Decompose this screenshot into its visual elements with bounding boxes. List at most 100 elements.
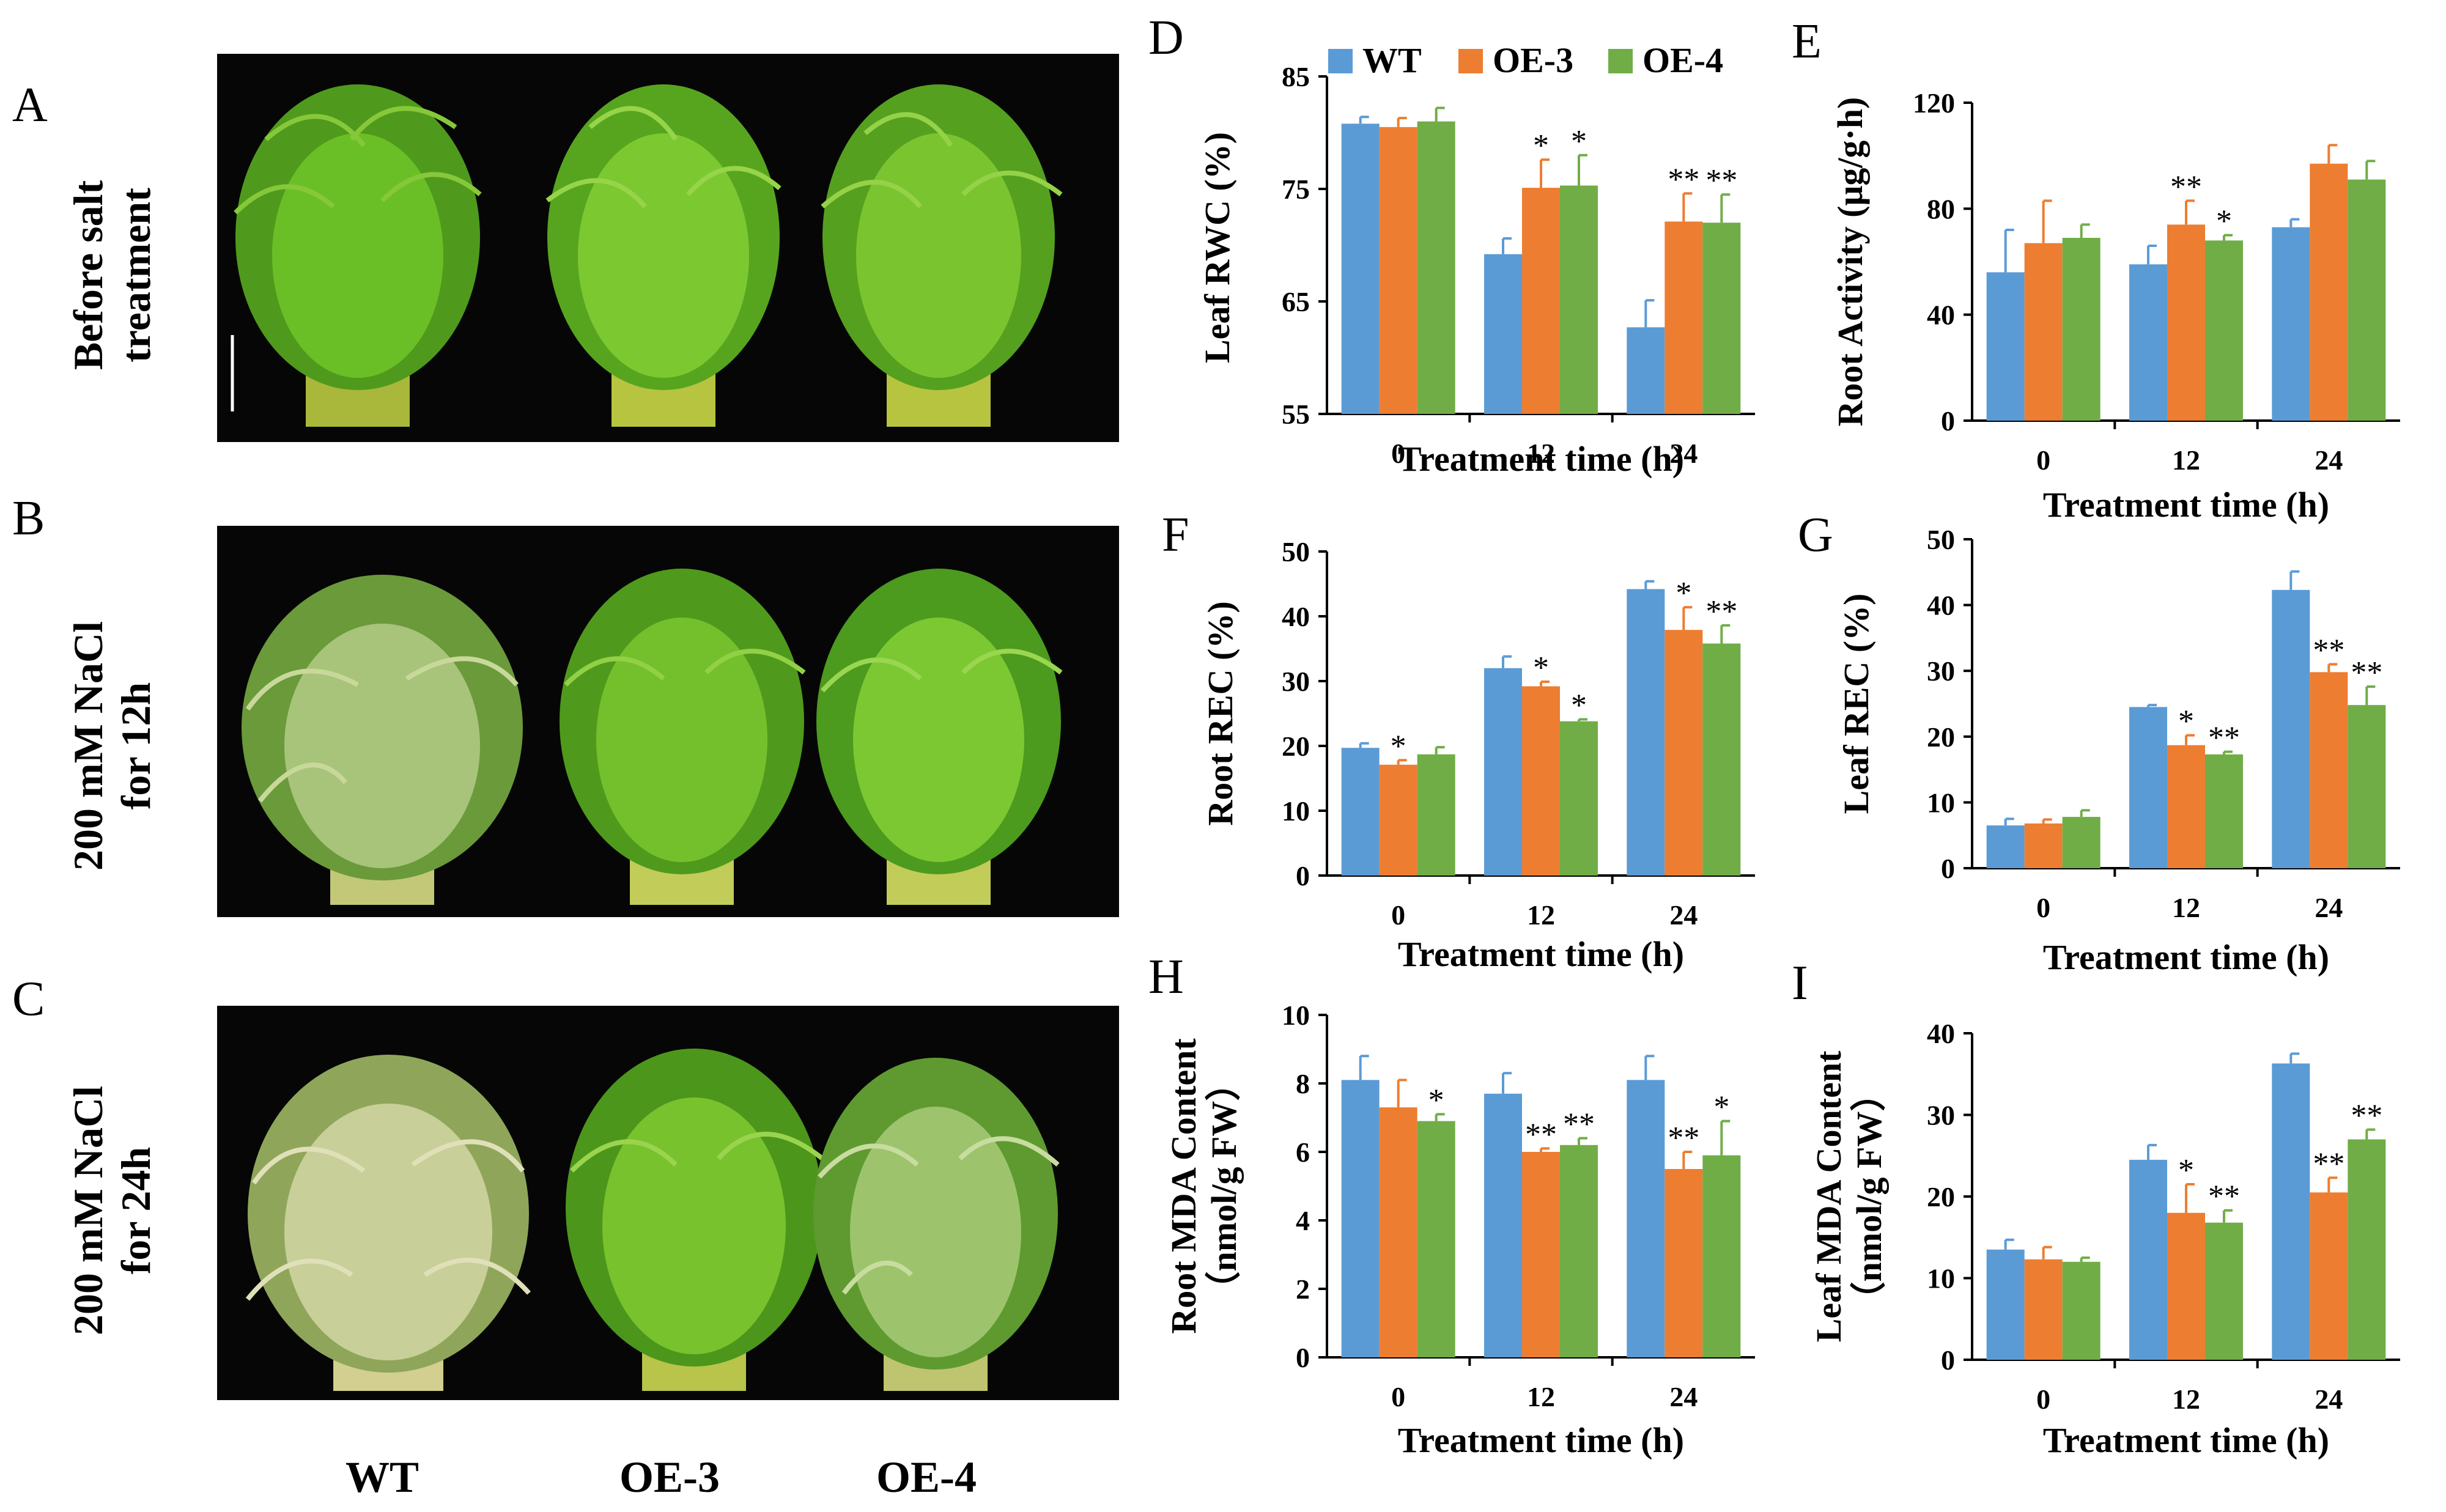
significance-star: * <box>2216 204 2232 239</box>
y-tick-label: 10 <box>1927 787 1955 818</box>
legend-label-wt: WT <box>1362 40 1422 80</box>
bar-oe-4-24 <box>1702 1155 1741 1357</box>
legend-swatch-oe-4 <box>1608 49 1633 73</box>
bar-wt-12 <box>2129 707 2167 868</box>
bar-oe-3-12 <box>1522 1152 1560 1357</box>
legend-label-oe-3: OE-3 <box>1493 40 1573 80</box>
bar-oe-4-0 <box>2062 238 2101 421</box>
bar-oe-3-24 <box>1665 221 1703 414</box>
legend-swatch-wt <box>1328 49 1353 73</box>
y-tick-label: 0 <box>1296 860 1310 891</box>
x-tick-label: 0 <box>1391 899 1405 931</box>
plant-oe3-24h <box>566 1049 824 1391</box>
legend-swatch-oe-3 <box>1458 49 1483 73</box>
x-tick-label: 12 <box>1527 899 1555 931</box>
panel-letter-b: B <box>12 492 45 545</box>
x-tick-label: 24 <box>1669 438 1698 469</box>
significance-star: * <box>1533 128 1549 163</box>
x-tick-label: 24 <box>1669 1381 1698 1412</box>
col-label-wt: WT <box>345 1453 419 1502</box>
bar-oe-3-12 <box>2167 1212 2205 1360</box>
significance-star: * <box>1713 1090 1729 1125</box>
y-axis-title-line: Leaf MDA Content <box>1809 1050 1849 1343</box>
y-tick-label: 40 <box>1282 601 1310 632</box>
y-tick-label: 55 <box>1282 399 1310 430</box>
bar-oe-4-0 <box>1417 1121 1455 1357</box>
significance-star: * <box>1571 688 1587 723</box>
significance-star: * <box>1676 576 1691 611</box>
y-tick-label: 40 <box>1927 1018 1955 1049</box>
bar-wt-24 <box>1627 327 1665 414</box>
bar-oe-4-12 <box>1560 721 1598 876</box>
significance-star: * <box>1428 1083 1444 1118</box>
plant-oe3-12h <box>560 569 806 905</box>
photo-24h <box>217 1006 1119 1400</box>
bar-oe-4-0 <box>1417 121 1455 414</box>
bar-oe-3-0 <box>1379 764 1417 876</box>
bar-oe-3-0 <box>2024 823 2063 868</box>
x-tick-label: 24 <box>2315 444 2343 476</box>
bar-oe-3-12 <box>1522 188 1560 414</box>
significance-star: ** <box>2313 1146 2344 1181</box>
y-axis-title-line: （nmol/g FW） <box>1849 1076 1889 1318</box>
significance-star: * <box>1533 651 1549 685</box>
y-tick-label: 6 <box>1296 1137 1310 1168</box>
photo-before-salt <box>217 54 1119 442</box>
photo-before-salt-image <box>231 84 1063 427</box>
y-axis-title: Root Activity (μg/g·h) <box>1830 97 1870 427</box>
y-axis-title: Root REC (%) <box>1200 601 1240 825</box>
significance-star: ** <box>2208 1179 2240 1214</box>
x-tick-label: 0 <box>1391 1381 1405 1412</box>
bar-oe-3-0 <box>1379 127 1417 415</box>
x-tick-label: 12 <box>1527 1381 1555 1412</box>
bar-oe-3-12 <box>2167 224 2205 421</box>
significance-star: ** <box>1668 162 1699 197</box>
bar-wt-12 <box>1484 1093 1522 1357</box>
panel-letter-f: F <box>1162 508 1189 562</box>
significance-star: * <box>2178 704 2194 739</box>
y-tick-label: 20 <box>1927 721 1955 753</box>
y-tick-label: 10 <box>1927 1263 1955 1294</box>
y-axis-title-line: Root REC (%) <box>1200 601 1240 825</box>
y-tick-label: 30 <box>1282 666 1310 697</box>
bar-oe-4-0 <box>2062 817 2101 868</box>
y-axis-title-line: Root MDA Content <box>1164 1038 1203 1334</box>
significance-star: ** <box>1705 163 1737 198</box>
bar-oe-4-12 <box>2205 754 2243 868</box>
bar-wt-24 <box>2272 227 2310 421</box>
panel-letter-d: D <box>1148 11 1184 65</box>
y-axis-title: Root MDA Content（nmol/g FW） <box>1164 1038 1244 1334</box>
bar-wt-12 <box>1484 254 1522 414</box>
significance-star: ** <box>1563 1107 1595 1142</box>
x-tick-label: 12 <box>2172 1384 2200 1415</box>
bar-wt-0 <box>1341 1080 1380 1357</box>
y-tick-label: 75 <box>1282 174 1310 205</box>
y-tick-label: 40 <box>1927 300 1955 331</box>
bar-oe-4-12 <box>2205 240 2243 421</box>
bar-oe-4-12 <box>1560 185 1598 414</box>
y-tick-label: 10 <box>1282 795 1310 827</box>
col-label-oe4: OE-4 <box>876 1453 977 1502</box>
significance-star: ** <box>2351 1099 2382 1134</box>
legend: WT OE-3 OE-4 <box>1328 40 1723 80</box>
y-axis-title-line: Leaf REC (%) <box>1836 594 1876 814</box>
y-tick-label: 80 <box>1927 193 1955 224</box>
significance-star: * <box>2178 1153 2194 1188</box>
y-tick-label: 0 <box>1941 405 1955 437</box>
bar-oe-3-24 <box>2310 1192 2348 1360</box>
panel-letter-a: A <box>12 78 48 132</box>
bar-oe-3-0 <box>2024 243 2063 421</box>
plant-oe3-before <box>545 84 781 427</box>
significance-star: ** <box>1668 1121 1699 1156</box>
panel-letter-h: H <box>1148 950 1184 1004</box>
bar-oe-4-0 <box>1417 754 1455 876</box>
significance-star: * <box>1571 124 1587 159</box>
x-axis-title: Treatment time (h) <box>1398 1420 1684 1460</box>
significance-star: ** <box>2208 721 2240 756</box>
significance-star: ** <box>2351 655 2382 690</box>
y-tick-label: 20 <box>1282 731 1310 762</box>
